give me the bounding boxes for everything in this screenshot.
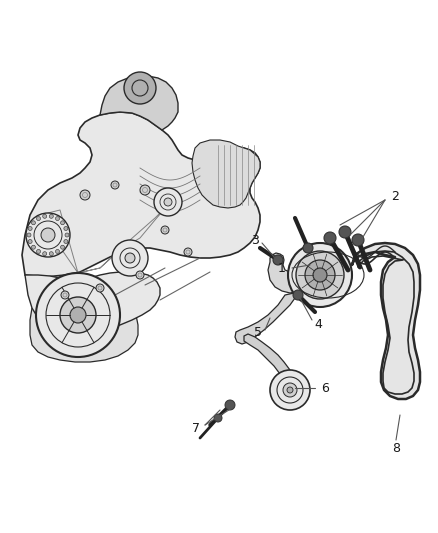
Text: 7: 7 [192, 422, 200, 434]
Circle shape [70, 307, 86, 323]
Circle shape [36, 273, 120, 357]
Circle shape [32, 221, 35, 225]
Circle shape [42, 214, 47, 219]
Polygon shape [235, 293, 295, 344]
Polygon shape [30, 304, 138, 362]
Circle shape [161, 226, 169, 234]
Text: 3: 3 [251, 233, 259, 246]
Circle shape [42, 252, 47, 256]
Circle shape [283, 383, 297, 397]
Polygon shape [244, 334, 290, 392]
Polygon shape [352, 243, 420, 399]
Circle shape [61, 291, 69, 299]
Circle shape [111, 181, 119, 189]
Circle shape [60, 245, 64, 249]
Circle shape [49, 252, 53, 256]
Text: 1: 1 [278, 262, 286, 274]
Circle shape [164, 198, 172, 206]
Circle shape [96, 284, 104, 292]
Circle shape [112, 240, 148, 276]
Circle shape [64, 227, 68, 230]
Circle shape [65, 233, 69, 237]
Text: 6: 6 [321, 382, 329, 394]
Circle shape [352, 234, 364, 246]
Circle shape [140, 185, 150, 195]
Circle shape [49, 214, 53, 219]
Circle shape [28, 239, 32, 244]
Circle shape [60, 297, 96, 333]
Circle shape [41, 228, 55, 242]
Circle shape [324, 232, 336, 244]
Circle shape [293, 290, 303, 300]
Circle shape [313, 268, 327, 282]
Text: 2: 2 [391, 190, 399, 204]
Polygon shape [100, 76, 178, 130]
Polygon shape [25, 272, 160, 334]
Circle shape [26, 213, 70, 257]
Circle shape [184, 248, 192, 256]
Circle shape [36, 249, 40, 254]
Circle shape [287, 387, 293, 393]
Text: 4: 4 [314, 319, 322, 332]
Polygon shape [268, 253, 298, 293]
Circle shape [270, 370, 310, 410]
Circle shape [56, 216, 60, 221]
Circle shape [36, 216, 40, 221]
Text: 5: 5 [254, 327, 262, 340]
Circle shape [273, 255, 283, 265]
Circle shape [305, 260, 335, 290]
Circle shape [303, 243, 313, 253]
Circle shape [214, 414, 222, 422]
Circle shape [296, 251, 344, 299]
Circle shape [288, 243, 352, 307]
Polygon shape [22, 112, 260, 277]
Circle shape [56, 249, 60, 254]
Circle shape [27, 233, 31, 237]
Circle shape [64, 239, 68, 244]
Circle shape [80, 190, 90, 200]
Circle shape [124, 72, 156, 104]
Circle shape [154, 188, 182, 216]
Circle shape [60, 221, 64, 225]
Text: 8: 8 [392, 441, 400, 455]
Circle shape [136, 271, 144, 279]
Circle shape [225, 400, 235, 410]
Polygon shape [192, 140, 260, 208]
Circle shape [28, 227, 32, 230]
Circle shape [32, 245, 35, 249]
Circle shape [125, 253, 135, 263]
Circle shape [339, 226, 351, 238]
